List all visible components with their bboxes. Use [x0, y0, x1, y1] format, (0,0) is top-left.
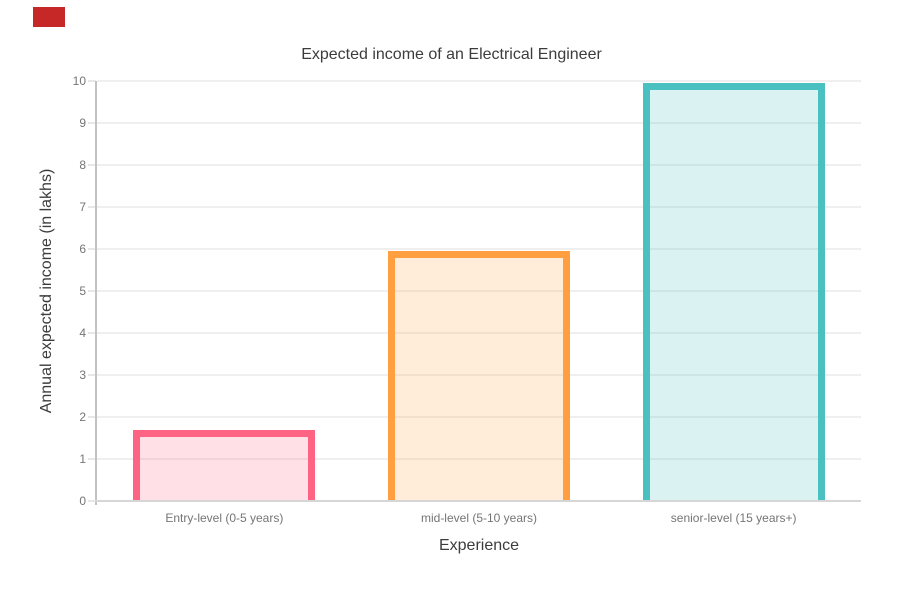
y-tick-label: 9: [79, 116, 86, 130]
y-gridline: [97, 206, 861, 208]
y-axis-tick: [88, 500, 96, 502]
y-axis-tick: [88, 290, 96, 292]
bar: [133, 429, 316, 501]
chart-title: Expected income of an Electrical Enginee…: [301, 46, 602, 63]
y-axis-tick: [88, 416, 96, 418]
x-tick-label: senior-level (15 years+): [670, 511, 797, 525]
y-axis-tick: [88, 206, 96, 208]
y-axis-tick: [88, 332, 96, 334]
y-axis-tick: [88, 458, 96, 460]
y-gridline: [97, 332, 861, 334]
y-tick-label: 1: [79, 452, 86, 466]
y-axis-tick: [88, 164, 96, 166]
bar: [388, 251, 570, 501]
y-tick-label: 7: [79, 200, 86, 214]
bar: [642, 83, 825, 501]
y-tick-label: 3: [79, 368, 86, 382]
y-axis-tick: [88, 122, 96, 124]
y-gridline: [97, 290, 861, 292]
x-axis-line: [95, 500, 861, 502]
y-axis-tick: [88, 374, 96, 376]
y-gridline: [97, 164, 861, 166]
y-tick-label: 0: [79, 494, 86, 508]
y-tick-label: 4: [79, 326, 86, 340]
y-axis-tick: [88, 248, 96, 250]
y-tick-label: 8: [79, 158, 86, 172]
y-tick-label: 5: [79, 284, 86, 298]
y-tick-label: 10: [72, 74, 86, 88]
y-gridline: [97, 122, 861, 124]
y-tick-label: 2: [79, 410, 86, 424]
y-gridline: [97, 374, 861, 376]
y-gridline: [97, 458, 861, 460]
x-tick-label: mid-level (5-10 years): [420, 511, 538, 525]
y-axis-tick: [88, 80, 96, 82]
y-gridline: [97, 416, 861, 418]
annotation-marker: [33, 7, 65, 27]
y-gridline: [97, 248, 861, 250]
x-axis-title: Experience: [438, 537, 520, 554]
y-tick-label: 6: [79, 242, 86, 256]
x-tick-label: Entry-level (0-5 years): [165, 511, 284, 525]
y-gridline: [97, 80, 861, 82]
y-axis-line: [95, 81, 97, 505]
